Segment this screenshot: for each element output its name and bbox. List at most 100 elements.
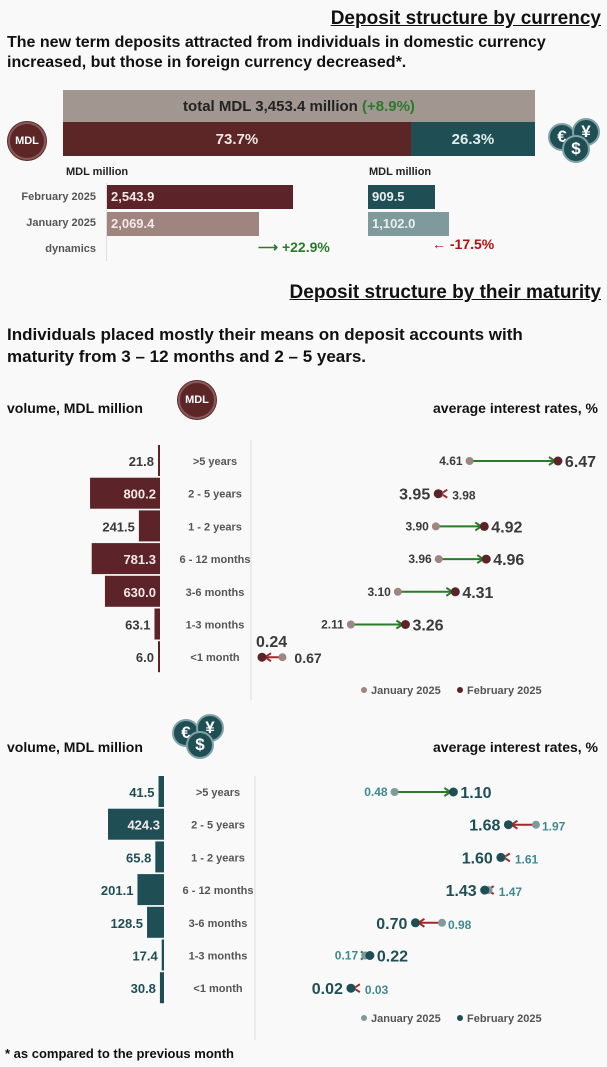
category-label: 3-6 months xyxy=(186,587,245,599)
total-bar: total MDL 3,453.4 million (+8.9%) xyxy=(63,90,535,122)
rate-label-january: 0.48 xyxy=(364,785,388,799)
mdl-dynamics: ⟶ +22.9% xyxy=(258,239,330,255)
category-label: <1 month xyxy=(193,983,242,995)
category-label: >5 years xyxy=(196,787,240,799)
volume-label: 17.4 xyxy=(132,949,158,964)
category-label: 2 - 5 years xyxy=(188,489,242,501)
dot-january xyxy=(431,522,440,531)
legend-february: February 2025 xyxy=(467,685,542,697)
dot-january xyxy=(438,918,447,927)
dot-january xyxy=(465,457,474,465)
volume-bar xyxy=(159,972,164,1004)
category-label: >5 years xyxy=(193,456,237,468)
legend-january: January 2025 xyxy=(371,685,441,697)
dot-february xyxy=(450,587,460,597)
dot-january xyxy=(278,653,287,662)
rate-label-february: 0.22 xyxy=(377,949,408,966)
rate-label-january: 3.96 xyxy=(408,552,432,566)
volume-bar xyxy=(107,808,164,840)
mdl-coin-icon: MDL xyxy=(8,122,46,160)
axis-line xyxy=(106,183,107,261)
fx-share-segment: 26.3% xyxy=(410,122,535,156)
dot-february xyxy=(433,489,443,499)
volume-label: 424.3 xyxy=(127,818,160,833)
category-label: 6 - 12 months xyxy=(183,885,254,897)
rate-label-february: 4.96 xyxy=(493,552,524,569)
rate-label-february: 3.26 xyxy=(412,618,443,635)
dot-february xyxy=(400,620,410,629)
legend-dot-january xyxy=(361,687,367,693)
volume-bar xyxy=(147,906,164,938)
rate-label-february: 6.47 xyxy=(565,454,596,471)
total-label: total MDL 3,453.4 million xyxy=(183,97,358,115)
volume-label: 128.5 xyxy=(110,916,143,931)
rate-label-february: 1.10 xyxy=(460,785,491,802)
volume-label: 63.1 xyxy=(125,618,150,633)
mdl-bar-jan: 2,069.4 xyxy=(107,212,259,236)
rate-label-january: 1.61 xyxy=(515,852,539,866)
dot-february xyxy=(480,885,490,895)
volume-bar xyxy=(161,939,164,971)
dot-february xyxy=(448,787,458,797)
legend-january: January 2025 xyxy=(371,1013,441,1025)
row-label-feb: February 2025 xyxy=(21,191,96,203)
mdl-coin-icon: MDL xyxy=(178,381,216,419)
volume-label-mdl: volume, MDL million xyxy=(7,400,143,416)
volume-label: 781.3 xyxy=(123,552,156,567)
rates-label-mdl: average interest rates, % xyxy=(433,400,598,416)
rate-label-february: 0.24 xyxy=(256,634,287,651)
volume-bar xyxy=(91,543,160,575)
rate-label-january: 0.98 xyxy=(448,918,472,932)
dot-february xyxy=(503,820,513,830)
rate-label-january: 3.90 xyxy=(405,519,429,533)
foreign-currency-coins-icon: € ¥ $ xyxy=(548,118,604,164)
fx-bar-jan: 1,102.0 xyxy=(368,212,449,236)
share-bar: 73.7% 26.3% xyxy=(63,122,535,156)
rate-label-february: 1.60 xyxy=(462,850,493,867)
legend-february: February 2025 xyxy=(467,1013,542,1025)
dot-february xyxy=(496,852,506,862)
dollar-icon: $ xyxy=(186,731,214,759)
fx-bar-feb: 909.5 xyxy=(368,185,435,209)
dot-january xyxy=(434,555,443,564)
dot-january xyxy=(393,587,402,596)
rate-label-february: 3.95 xyxy=(399,487,430,504)
volume-bar xyxy=(90,477,160,509)
rate-label-january: 0.03 xyxy=(365,983,389,997)
volume-label: 630.0 xyxy=(123,585,156,600)
volume-label: 800.2 xyxy=(123,487,156,502)
dot-february xyxy=(553,456,563,466)
maturity-subtitle: Individuals placed mostly their means on… xyxy=(7,325,523,366)
volume-bar xyxy=(137,874,164,906)
footnote: * as compared to the previous month xyxy=(5,1046,234,1061)
rate-label-january: 0.67 xyxy=(294,650,321,666)
rate-label-february: 4.31 xyxy=(462,585,493,602)
category-label: 6 - 12 months xyxy=(180,554,251,566)
dot-february xyxy=(365,951,375,960)
volume-label: 6.0 xyxy=(136,650,154,665)
rate-label-january: 4.61 xyxy=(439,454,463,468)
category-label: 1 - 2 years xyxy=(191,852,245,864)
dot-february xyxy=(410,918,420,928)
rate-label-february: 1.68 xyxy=(469,818,500,835)
category-label: 3-6 months xyxy=(189,918,248,930)
volume-bar xyxy=(158,641,160,673)
volume-label: 201.1 xyxy=(101,883,134,898)
legend-dot-february xyxy=(457,687,463,693)
legend-dot-february xyxy=(457,1015,463,1021)
category-label: <1 month xyxy=(190,652,239,664)
rate-label-february: 4.92 xyxy=(491,519,522,536)
dot-february xyxy=(257,652,267,662)
row-label-jan: January 2025 xyxy=(26,217,96,229)
volume-label: 65.8 xyxy=(126,850,151,865)
rate-label-january: 1.97 xyxy=(542,820,566,834)
dot-february xyxy=(346,983,356,993)
unit-label-fx: MDL million xyxy=(369,166,432,178)
rate-label-january: 2.11 xyxy=(321,618,344,632)
volume-label: 241.5 xyxy=(102,519,135,534)
rate-label-february: 0.70 xyxy=(376,916,407,933)
volume-bar xyxy=(158,445,160,476)
rate-label-february: 0.02 xyxy=(312,981,343,998)
category-label: 1-3 months xyxy=(189,951,248,963)
